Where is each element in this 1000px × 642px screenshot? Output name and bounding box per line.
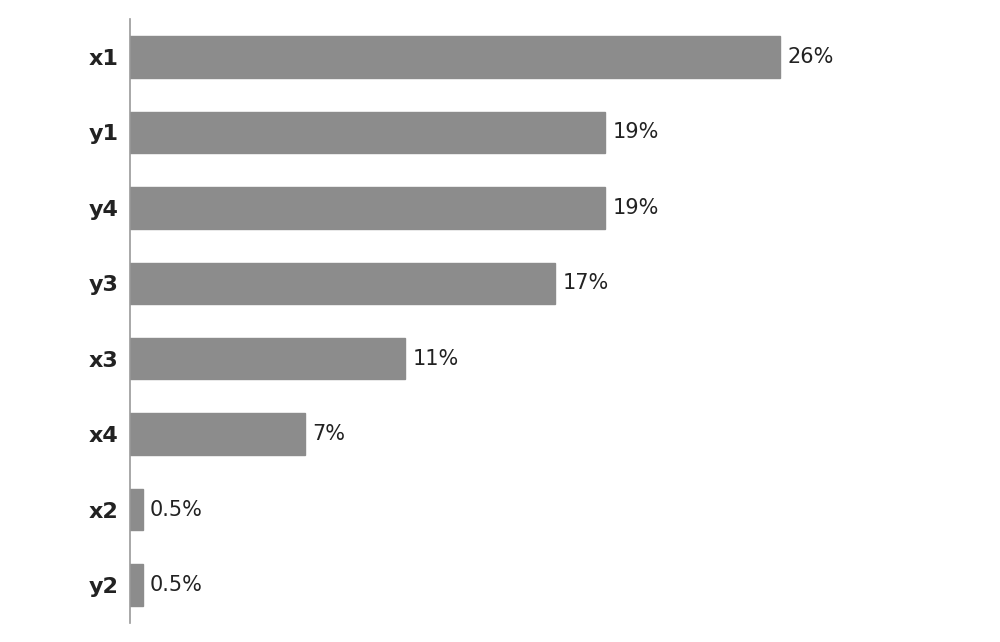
Text: 19%: 19% <box>612 123 659 143</box>
Bar <box>130 112 605 153</box>
Bar <box>130 263 555 304</box>
Text: 19%: 19% <box>612 198 659 218</box>
Bar <box>130 413 305 455</box>
Text: 7%: 7% <box>312 424 346 444</box>
Bar <box>130 36 780 78</box>
Text: 0.5%: 0.5% <box>150 575 203 595</box>
Text: 26%: 26% <box>788 47 834 67</box>
Text: 17%: 17% <box>562 273 609 293</box>
Bar <box>130 489 143 530</box>
Text: 0.5%: 0.5% <box>150 499 203 519</box>
Bar <box>130 187 605 229</box>
Text: 11%: 11% <box>413 349 459 369</box>
Bar <box>130 338 405 379</box>
Bar <box>130 564 143 606</box>
